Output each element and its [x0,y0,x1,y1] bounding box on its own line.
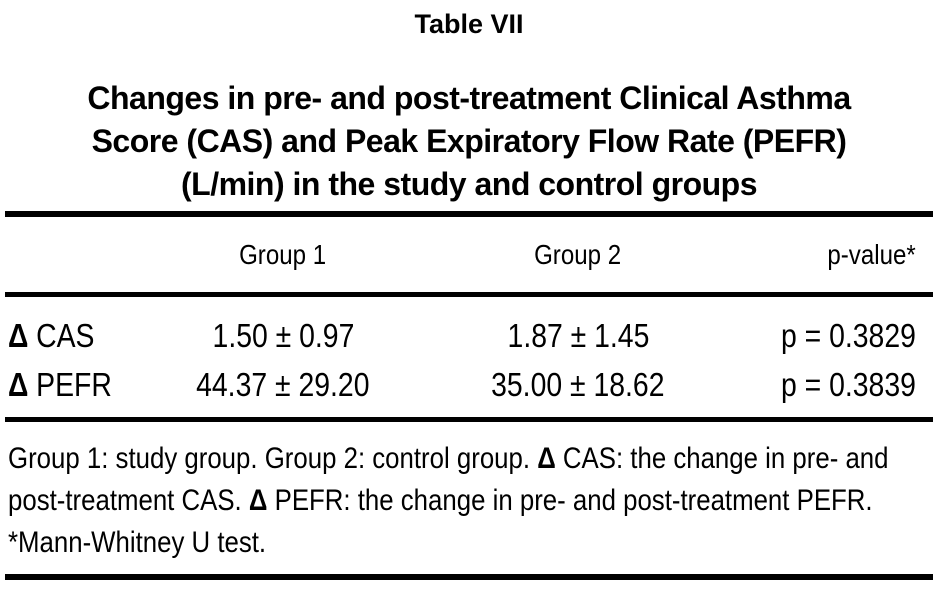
caption-line-2: Score (CAS) and Peak Expiratory Flow Rat… [91,123,847,159]
table-row-pefr: Δ PEFR 44.37 ± 29.20 35.00 ± 18.62 p = 0.… [0,360,938,409]
row-label-text: PEFR [36,366,112,403]
footnote-text: *Mann-Whitney U test. [8,526,267,559]
footnote-text: Group 1: study group. Group 2: control g… [8,442,538,475]
table-row-cas: Δ CAS 1.50 ± 0.97 1.87 ± 1.45 p = 0.3829 [0,311,938,360]
footnote-line: Group 1: study group. Group 2: control g… [8,438,889,480]
row-label-text: CAS [36,317,95,354]
cell-pefr-pvalue: p = 0.3839 [781,366,916,403]
body-divider-rule [5,417,933,422]
cell-cas-group1: 1.50 ± 0.97 [212,317,354,354]
footnote-text: CAS: the change in pre- and [555,442,889,475]
footnote-text: post-treatment CAS. [8,484,249,517]
table-top-rule [5,211,933,217]
footnote: Group 1: study group. Group 2: control g… [0,422,938,564]
cell-cas-pvalue: p = 0.3829 [781,317,916,354]
footnote-line: *Mann-Whitney U test. [8,522,804,564]
delta-symbol: Δ [248,484,268,517]
header-group2: Group 2 [534,238,622,270]
delta-symbol: Δ [537,442,556,475]
header-divider-rule [5,292,933,297]
cell-pefr-group2: 35.00 ± 18.62 [491,366,665,403]
table-header-row: Group 1 Group 2 p-value* [0,217,938,292]
cell-pefr-group1: 44.37 ± 29.20 [196,366,370,403]
caption-line-3: (L/min) in the study and control groups [180,166,758,202]
table-bottom-rule [5,574,933,580]
table-caption: Changes in pre- and post-treatment Clini… [0,77,938,206]
table-body: Δ CAS 1.50 ± 0.97 1.87 ± 1.45 p = 0.3829 … [0,297,938,417]
cell-cas-group2: 1.87 ± 1.45 [507,317,649,354]
caption-line-1: Changes in pre- and post-treatment Clini… [87,80,851,116]
delta-symbol: Δ [8,317,29,354]
footnote-text: PEFR: the change in pre- and post-treatm… [267,484,873,517]
table-title: Table VII [414,9,524,39]
delta-symbol: Δ [8,366,29,403]
row-label-delta-cas: Δ CAS [8,311,138,360]
footnote-line: post-treatment CAS. Δ PEFR: the change i… [8,480,873,522]
header-group1: Group 1 [239,238,327,270]
row-label-delta-pefr: Δ PEFR [8,360,138,409]
header-p-value: p-value* [827,238,916,270]
